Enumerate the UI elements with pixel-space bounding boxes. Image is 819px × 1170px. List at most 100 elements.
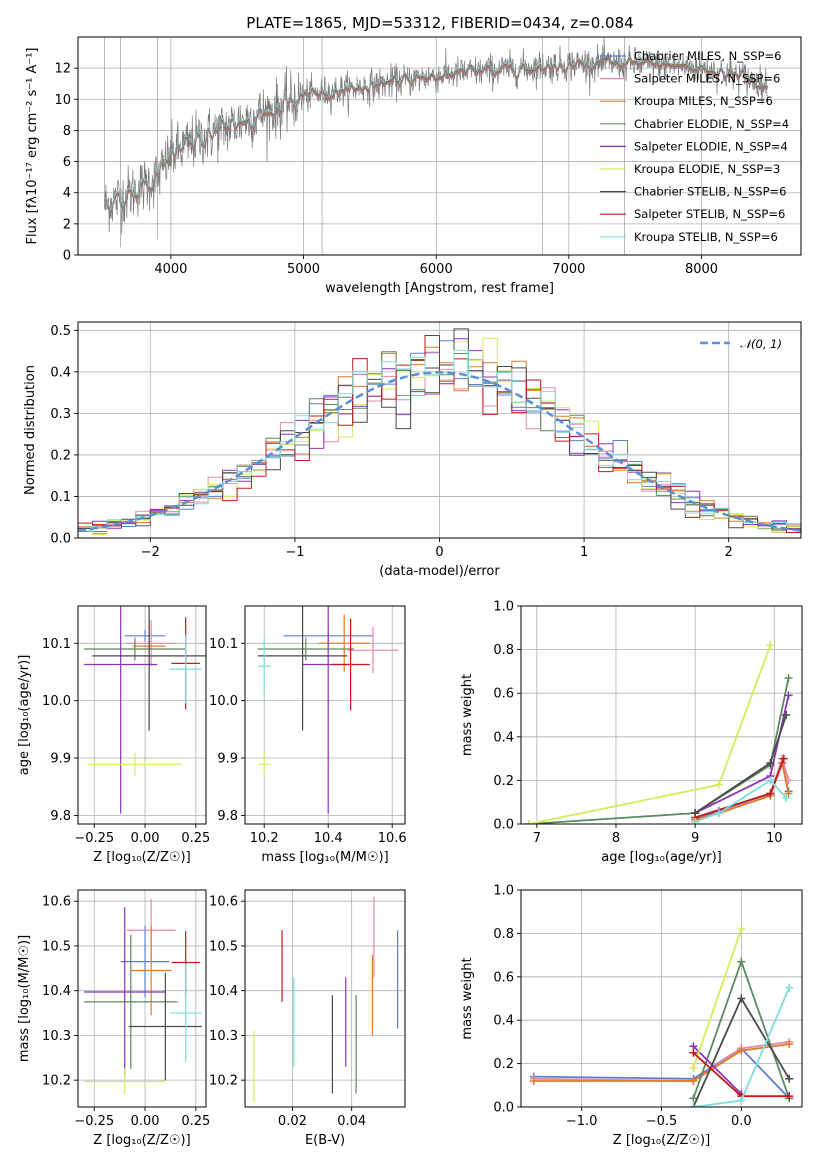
normal-curve xyxy=(78,371,801,532)
age_vs_Z-ytick-label: 9.8 xyxy=(50,809,71,824)
legend-label: Kroupa STELIB, N_SSP=6 xyxy=(634,230,778,244)
mass_vs_ebv-ytick-label: 10.4 xyxy=(209,984,238,999)
weight_vs_age-ytick-label: 0.2 xyxy=(493,774,514,789)
spectrum-frame xyxy=(77,36,802,256)
spectrum-ytick-label: 2 xyxy=(63,217,71,232)
weight-line-kroupa-stelib-marker xyxy=(714,809,723,818)
mass_vs_ebv-marks xyxy=(253,896,399,1103)
residuals-xtick-label: −1 xyxy=(285,545,304,560)
age_vs_mass-ytick-label: 9.8 xyxy=(217,809,238,824)
weight-line-kroupa-stelib-marker xyxy=(691,817,700,824)
weight-line-kroupa-miles-marker xyxy=(529,1076,538,1085)
spectrum-xtick-label: 6000 xyxy=(420,262,453,277)
weight_vs_Z-ytick-label: 0.4 xyxy=(493,1014,514,1029)
weight-line-chabrier-stelib-marker xyxy=(766,758,775,767)
mass_vs_ebv-panel: 0.02 0.04 10.2 10.3 10.4 10.5 10.6 E(B-V) xyxy=(209,889,406,1148)
weight_vs_age-marks xyxy=(524,641,793,824)
legend-label: Chabrier MILES, N_SSP=6 xyxy=(634,49,781,63)
mass_vs_Z-xtick-label: 0.25 xyxy=(181,1114,210,1129)
figure-title: PLATE=1865, MJD=53312, FIBERID=0434, z=0… xyxy=(246,14,633,32)
residuals-ytick-label: 0.1 xyxy=(50,490,71,505)
age_vs_Z-xlabel: Z [log₁₀(Z/Z☉)] xyxy=(93,850,190,865)
mass_vs_Z-marks xyxy=(84,898,202,1095)
mass_vs_ebv-xtick-label: 0.04 xyxy=(337,1114,366,1129)
residuals-xtick-label: 0 xyxy=(435,545,443,560)
histogram-salpeter-stelib xyxy=(78,335,801,538)
spectrum-xtick-label: 4000 xyxy=(154,262,187,277)
weight_vs_Z-xtick-label: −0.5 xyxy=(646,1114,678,1129)
weight-line-kroupa-elodie-marker xyxy=(737,925,746,934)
weight_vs_age-xtick-label: 10 xyxy=(766,831,783,846)
residuals-ytick-label: 0.2 xyxy=(50,448,71,463)
weight-line-kroupa-stelib-marker xyxy=(689,1103,698,1107)
age_vs_Z-frame xyxy=(77,605,207,825)
mass_vs_Z-ytick-label: 10.5 xyxy=(42,939,71,954)
spectrum-ytick-label: 4 xyxy=(63,186,71,201)
age_vs_mass-ytick-label: 9.9 xyxy=(217,752,238,767)
weight_vs_age-xlabel: age [log₁₀(age/yr)] xyxy=(601,850,722,865)
age_vs_mass-ytick-label: 10.1 xyxy=(209,637,238,652)
weight-line-salpeter-stelib-marker xyxy=(766,789,775,798)
mass_vs_Z-ylabel: mass [log₁₀(M/M☉)] xyxy=(17,935,32,1062)
weight_vs_age-frame xyxy=(520,605,803,825)
weight-line-kroupa-stelib-marker xyxy=(766,776,775,785)
weight-line-salpeter-elodie-marker xyxy=(784,691,793,700)
weight_vs_Z-panel: −1.0 −0.5 0.0 0.0 0.2 0.4 0.6 0.8 1.0 Z [log₁₀(Z/… xyxy=(460,884,803,1148)
mass_vs_Z-ytick-label: 10.3 xyxy=(42,1029,71,1044)
legend-label: Kroupa ELODIE, N_SSP=3 xyxy=(634,162,780,176)
weight-line-kroupa-miles-marker xyxy=(737,1046,746,1055)
weight_vs_Z-ytick-label: 1.0 xyxy=(493,884,514,899)
age_vs_Z-marks xyxy=(84,606,206,814)
weight_vs_Z-xlabel: Z [log₁₀(Z/Z☉)] xyxy=(613,1133,710,1148)
legend-label: Salpeter MILES, N_SSP=6 xyxy=(634,72,780,86)
weight-line-chabrier-stelib-marker xyxy=(782,711,791,719)
mass_vs_Z-xtick-label: −0.25 xyxy=(74,1114,114,1129)
weight-line-chabrier-elodie-marker xyxy=(784,673,793,682)
residuals-xtick-label: 1 xyxy=(580,545,588,560)
weight-line-chabrier-stelib-marker xyxy=(785,1074,794,1083)
weight-line-kroupa-elodie-marker xyxy=(766,641,775,650)
weight-line-kroupa-stelib-marker xyxy=(782,793,791,802)
age_vs_Z-panel: −0.25 0.00 0.25 9.8 9.9 10.0 10.1 Z [log₁₀(Z/Z☉… xyxy=(17,605,210,865)
spectrum-data-line xyxy=(104,37,768,235)
weight_vs_Z-ytick-label: 0.0 xyxy=(493,1101,514,1116)
age_vs_mass-panel: 10.2 10.4 10.6 9.8 9.9 10.0 10.1 mass [log₁₀(M/… xyxy=(209,605,407,865)
residuals-ytick-label: 0.4 xyxy=(50,365,71,380)
weight-line-salpeter-stelib-marker xyxy=(689,1048,698,1057)
histogram-kroupa-stelib xyxy=(78,349,801,538)
weight_vs_Z-ytick-label: 0.8 xyxy=(493,927,514,942)
weight_vs_age-xtick-label: 8 xyxy=(612,831,620,846)
spectrum-ytick-label: 0 xyxy=(63,249,71,264)
weight-line-kroupa-elodie-marker xyxy=(714,780,723,789)
weight_vs_age-ytick-label: 0.6 xyxy=(493,687,514,702)
weight_vs_Z-frame xyxy=(520,889,803,1108)
legend-label: Chabrier STELIB, N_SSP=6 xyxy=(634,185,786,199)
weight-line-chabrier-stelib-marker xyxy=(737,994,746,1003)
age_vs_Z-ytick-label: 10.1 xyxy=(42,637,71,652)
spectrum-panel: 4000 5000 6000 7000 8000 0 2 4 6 8 10 12 wavelength … xyxy=(25,36,802,296)
legend-normal-label: 𝒩(0, 1) xyxy=(740,337,782,351)
mass_vs_Z-ytick-label: 10.6 xyxy=(42,895,71,910)
spectrum-xtick-label: 7000 xyxy=(552,262,585,277)
weight_vs_age-ytick-label: 0.8 xyxy=(493,643,514,658)
weight_vs_age-ylabel: mass weight xyxy=(460,674,475,756)
residuals-ytick-label: 0.3 xyxy=(50,407,71,422)
weight_vs_Z-marks xyxy=(529,925,794,1107)
weight-line-chabrier-miles xyxy=(533,1047,790,1099)
spectrum-ytick-label: 12 xyxy=(54,62,71,77)
legend-label: Chabrier ELODIE, N_SSP=4 xyxy=(634,117,789,131)
spectrum-ytick-label: 8 xyxy=(63,124,71,139)
residuals-panel: −2 −1 0 1 2 0.0 0.1 0.2 0.3 0.4 0.5 (data-model)/er… xyxy=(23,321,802,579)
residuals-frame xyxy=(77,321,802,539)
weight-line-kroupa-miles-marker xyxy=(689,1076,698,1085)
residuals-xlabel: (data-model)/error xyxy=(379,564,500,579)
weight-line-kroupa-miles xyxy=(533,1043,790,1082)
weight-line-kroupa-elodie xyxy=(528,644,772,824)
weight-line-salpeter-elodie xyxy=(692,1045,742,1095)
mass_vs_ebv-ytick-label: 10.2 xyxy=(209,1074,238,1089)
weight-line-kroupa-miles-marker xyxy=(785,1040,794,1049)
spectrum-xlabel: wavelength [Angstrom, rest frame] xyxy=(325,281,554,296)
mass_vs_Z-frame xyxy=(77,889,207,1108)
age_vs_mass-ytick-label: 10.0 xyxy=(209,694,238,709)
age_vs_Z-xtick-label: −0.25 xyxy=(74,831,114,846)
